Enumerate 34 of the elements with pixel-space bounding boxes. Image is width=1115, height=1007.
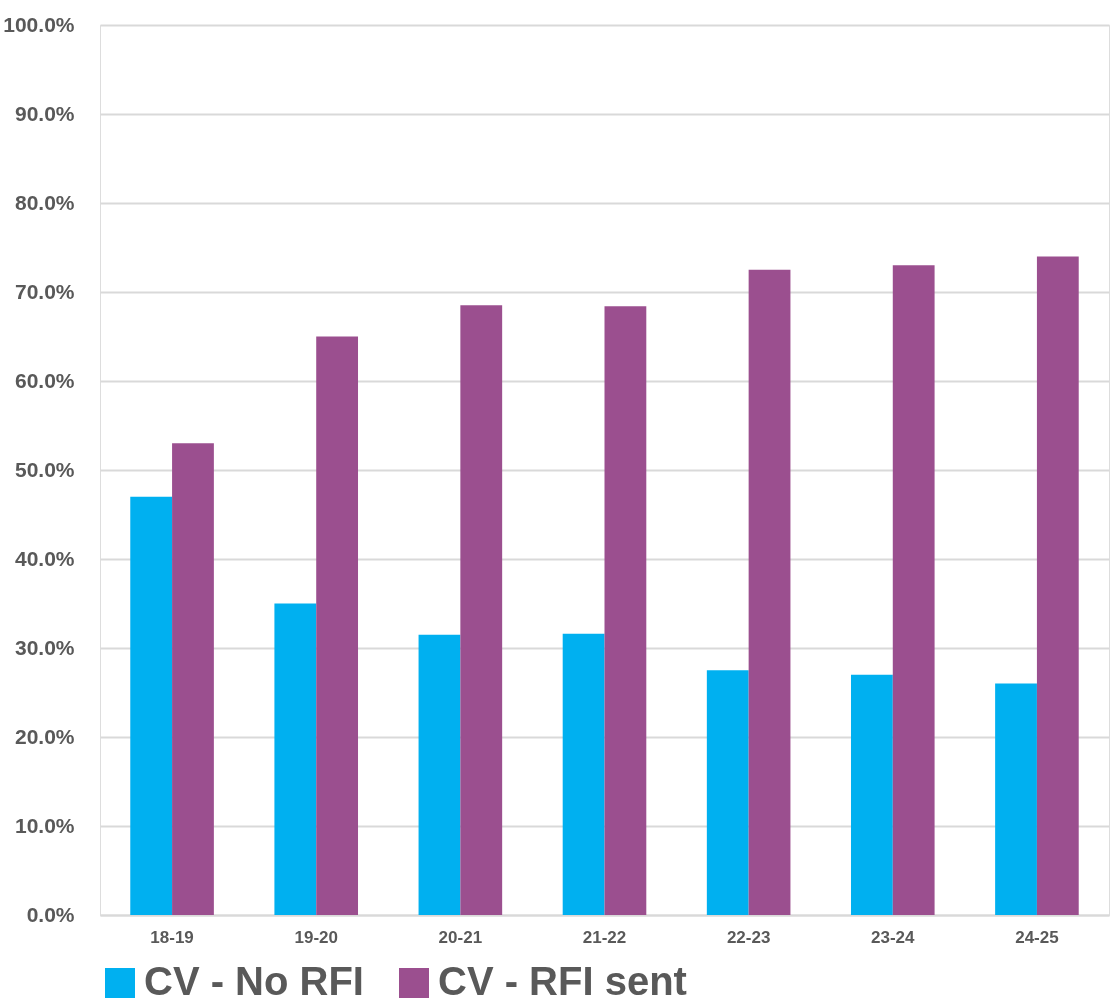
- bar: [130, 496, 173, 915]
- bar: [850, 674, 893, 915]
- y-tick-label: 70.0%: [14, 279, 75, 303]
- bar: [892, 265, 935, 915]
- bar: [172, 443, 214, 915]
- y-tick-label: 0.0%: [26, 902, 75, 926]
- y-tick-label: 60.0%: [14, 368, 75, 392]
- x-tick-label: 24-25: [1015, 927, 1059, 947]
- bar: [418, 634, 461, 915]
- bar: [562, 633, 605, 915]
- bar: [604, 306, 647, 915]
- legend-label: CV - No RFI: [144, 959, 364, 1003]
- y-tick-label: 20.0%: [14, 724, 75, 748]
- x-tick-label: 18-19: [150, 927, 194, 947]
- bar: [460, 305, 503, 915]
- x-tick-label: 22-23: [726, 927, 771, 947]
- y-tick-label: 90.0%: [14, 101, 75, 125]
- y-tick-label: 30.0%: [14, 635, 75, 659]
- bar: [274, 603, 317, 915]
- legend-label: CV - RFI sent: [438, 959, 687, 1003]
- x-tick-label: 21-22: [582, 927, 627, 947]
- x-tick-label: 23-24: [871, 927, 916, 947]
- bar: [748, 269, 791, 915]
- y-tick-label: 100.0%: [3, 12, 75, 36]
- bar: [995, 683, 1037, 915]
- x-tick-label: 19-20: [294, 927, 338, 947]
- y-tick-label: 80.0%: [14, 190, 75, 214]
- x-tick-label: 20-21: [438, 927, 483, 947]
- bar: [316, 336, 359, 915]
- y-tick-label: 40.0%: [14, 546, 75, 570]
- y-tick-label: 50.0%: [14, 457, 75, 481]
- y-tick-label: 10.0%: [14, 813, 75, 837]
- bar: [706, 670, 749, 915]
- bar: [1036, 256, 1079, 915]
